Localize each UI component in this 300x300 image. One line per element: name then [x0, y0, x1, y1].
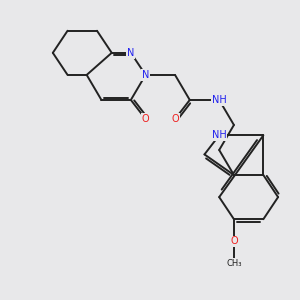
- Text: CH₃: CH₃: [226, 259, 242, 268]
- Text: O: O: [230, 236, 238, 246]
- Text: O: O: [142, 114, 149, 124]
- Text: O: O: [171, 114, 179, 124]
- Text: NH: NH: [212, 130, 226, 140]
- Text: NH: NH: [212, 95, 226, 105]
- Text: N: N: [142, 70, 149, 80]
- Text: N: N: [127, 48, 134, 58]
